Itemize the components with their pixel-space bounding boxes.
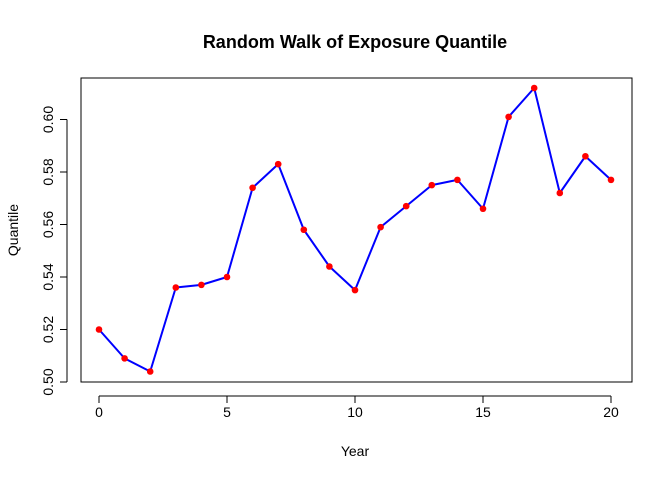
x-tick-label: 5 — [223, 404, 231, 420]
y-tick-label: 0.54 — [40, 263, 56, 290]
data-point — [454, 176, 461, 184]
data-point — [505, 113, 512, 121]
data-point — [402, 202, 410, 210]
data-point — [351, 286, 359, 294]
y-axis: 0.50 0.52 0.54 0.56 0.58 0.60 — [40, 106, 68, 396]
y-tick-label: 0.50 — [40, 368, 56, 395]
chart-title: Random Walk of Exposure Quantile — [203, 32, 507, 52]
data-point — [582, 152, 589, 160]
x-axis-label: Year — [341, 443, 370, 459]
data-point — [172, 284, 180, 291]
data-point — [146, 368, 154, 375]
x-axis: 0 5 10 15 20 — [95, 395, 619, 420]
data-point — [326, 263, 333, 270]
x-tick-label: 20 — [603, 404, 619, 420]
data-point — [607, 176, 615, 184]
y-tick-label: 0.52 — [40, 316, 56, 343]
data-point — [556, 189, 564, 197]
x-tick-label: 0 — [95, 404, 103, 420]
data-point — [121, 355, 128, 362]
series-line — [98, 87, 612, 373]
y-tick-label: 0.58 — [40, 158, 56, 185]
data-point — [223, 273, 231, 281]
data-point — [274, 160, 282, 168]
data-point — [428, 181, 436, 189]
data-point — [249, 184, 256, 192]
data-point — [300, 226, 308, 234]
y-tick-label: 0.60 — [40, 106, 56, 133]
data-point — [530, 84, 538, 92]
series-layer — [95, 84, 615, 375]
x-tick-label: 15 — [475, 404, 491, 420]
x-tick-label: 10 — [347, 404, 363, 420]
y-tick-label: 0.56 — [40, 211, 56, 238]
data-point — [479, 205, 487, 213]
plot-area-border — [80, 77, 633, 383]
data-point — [198, 281, 205, 289]
y-axis-label: Quantile — [5, 204, 21, 256]
data-point — [377, 223, 384, 231]
data-point — [95, 326, 103, 333]
